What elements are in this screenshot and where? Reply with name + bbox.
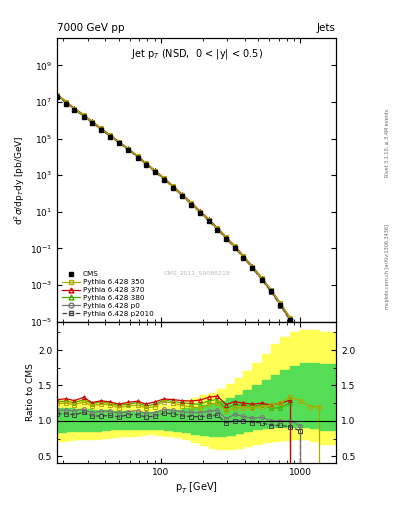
Text: mcplots.cern.ch [arXiv:1306.3436]: mcplots.cern.ch [arXiv:1306.3436] bbox=[385, 224, 390, 309]
Y-axis label: d$^{2}\sigma$/dp$_{T}$dy [pb/GeV]: d$^{2}\sigma$/dp$_{T}$dy [pb/GeV] bbox=[13, 135, 27, 225]
Text: CMS_2011_S9086218: CMS_2011_S9086218 bbox=[163, 271, 230, 276]
X-axis label: p$^{}_{T}$ [GeV]: p$^{}_{T}$ [GeV] bbox=[175, 480, 218, 495]
Legend: CMS, Pythia 6.428 350, Pythia 6.428 370, Pythia 6.428 380, Pythia 6.428 p0, Pyth: CMS, Pythia 6.428 350, Pythia 6.428 370,… bbox=[61, 270, 155, 318]
Y-axis label: Ratio to CMS: Ratio to CMS bbox=[26, 364, 35, 421]
Text: Jets: Jets bbox=[317, 23, 336, 33]
Text: Jet p$_{T}$ (NSD,  0 < |y| < 0.5): Jet p$_{T}$ (NSD, 0 < |y| < 0.5) bbox=[130, 47, 263, 61]
Text: Rivet 3.1.10, ≥ 3.4M events: Rivet 3.1.10, ≥ 3.4M events bbox=[385, 109, 390, 178]
Text: 7000 GeV pp: 7000 GeV pp bbox=[57, 23, 125, 33]
